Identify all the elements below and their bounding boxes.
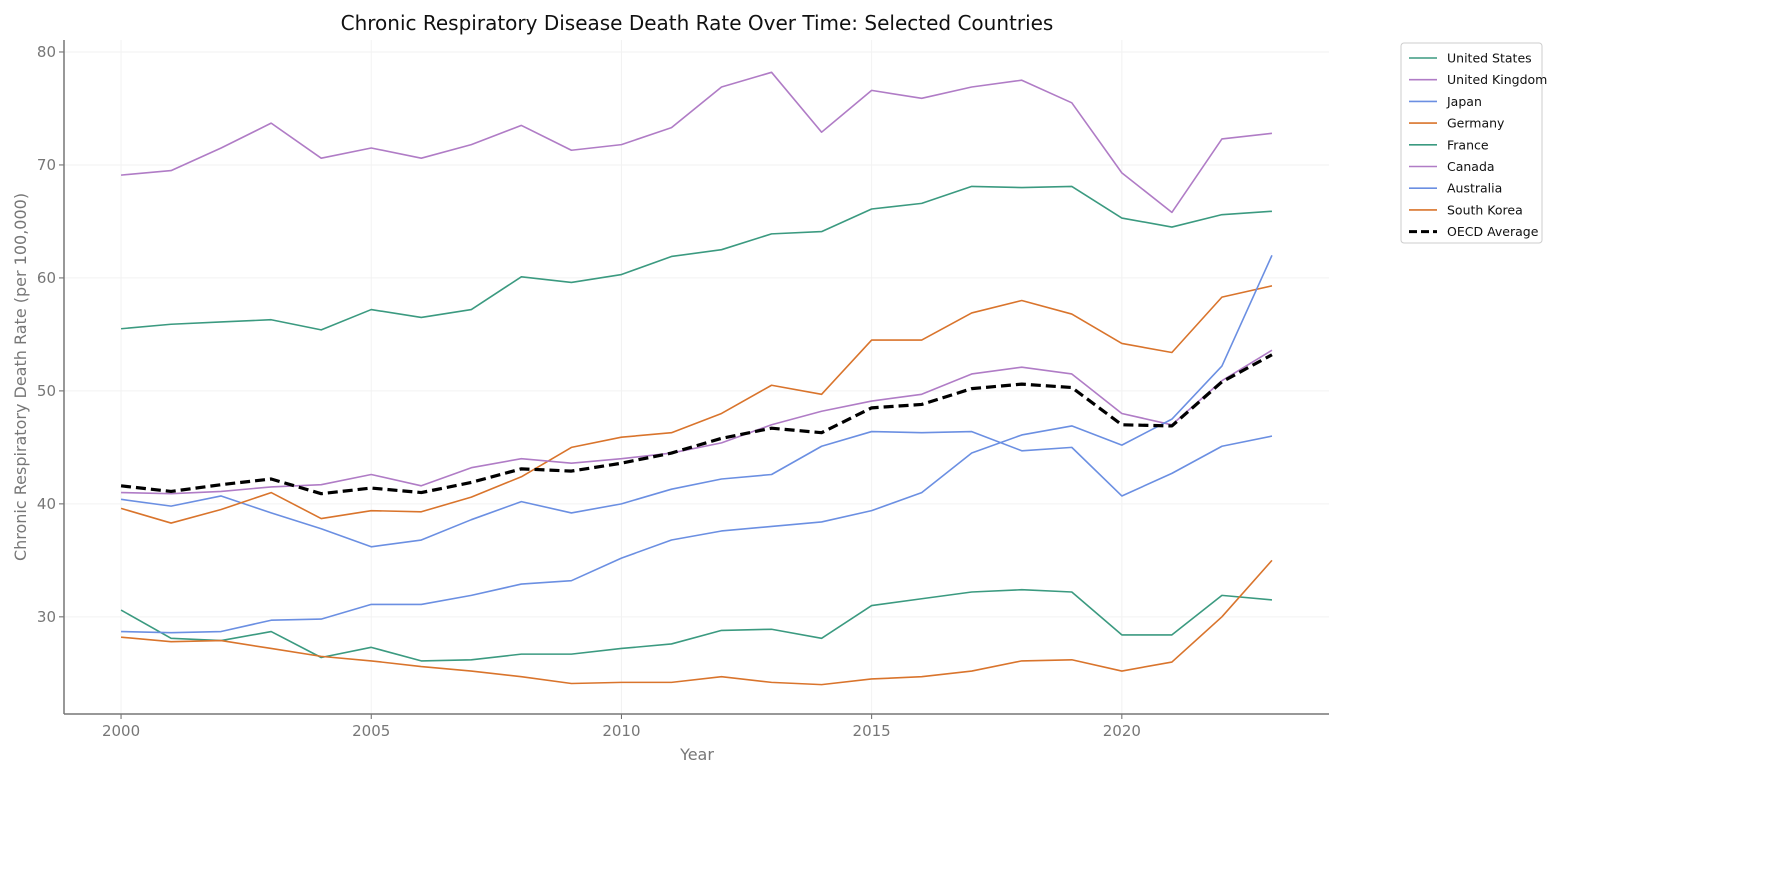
series-line-united-kingdom xyxy=(120,71,1273,214)
series-line-france xyxy=(120,588,1273,662)
legend-label: OECD Average xyxy=(1447,224,1539,239)
series-line-united-states xyxy=(120,185,1273,331)
y-tick-label: 70 xyxy=(37,156,56,174)
series-line-japan xyxy=(120,430,1273,548)
legend-label: United States xyxy=(1447,51,1532,66)
y-axis-label: Chronic Respiratory Death Rate (per 100,… xyxy=(11,193,30,561)
series-line-germany xyxy=(120,285,1273,524)
legend: United States United Kingdom Japan Germany F… xyxy=(1400,42,1547,244)
x-tick-label: 2010 xyxy=(602,722,640,740)
legend-label: Germany xyxy=(1447,116,1505,131)
legend-label: Australia xyxy=(1447,181,1502,196)
chart-title: Chronic Respiratory Disease Death Rate O… xyxy=(341,11,1054,35)
series-line-canada xyxy=(121,349,1273,495)
x-tick-label: 2000 xyxy=(102,722,140,740)
legend-box xyxy=(1400,42,1543,244)
series-line-oecd-average xyxy=(120,353,1273,496)
series-lines xyxy=(120,71,1273,686)
grid xyxy=(64,40,1329,714)
y-tick-label: 30 xyxy=(37,608,56,626)
series-line-australia xyxy=(121,254,1273,634)
y-tick-label: 80 xyxy=(37,43,56,61)
legend-label: Japan xyxy=(1446,94,1482,109)
y-tick-label: 60 xyxy=(37,269,56,287)
y-tick-label: 50 xyxy=(37,382,56,400)
legend-label: South Korea xyxy=(1447,202,1523,217)
x-tick-label: 2020 xyxy=(1103,722,1141,740)
y-tick-label: 40 xyxy=(37,495,56,513)
series-line-south-korea xyxy=(120,559,1273,686)
legend-label: Canada xyxy=(1447,159,1495,174)
legend-label: France xyxy=(1447,137,1489,152)
x-axis-label: Year xyxy=(679,745,714,764)
x-tick-label: 2005 xyxy=(352,722,390,740)
legend-label: United Kingdom xyxy=(1447,72,1547,87)
x-tick-label: 2015 xyxy=(853,722,891,740)
axes: 2000 2005 2010 2015 2020 30 40 50 60 70 80 xyxy=(37,40,1329,740)
